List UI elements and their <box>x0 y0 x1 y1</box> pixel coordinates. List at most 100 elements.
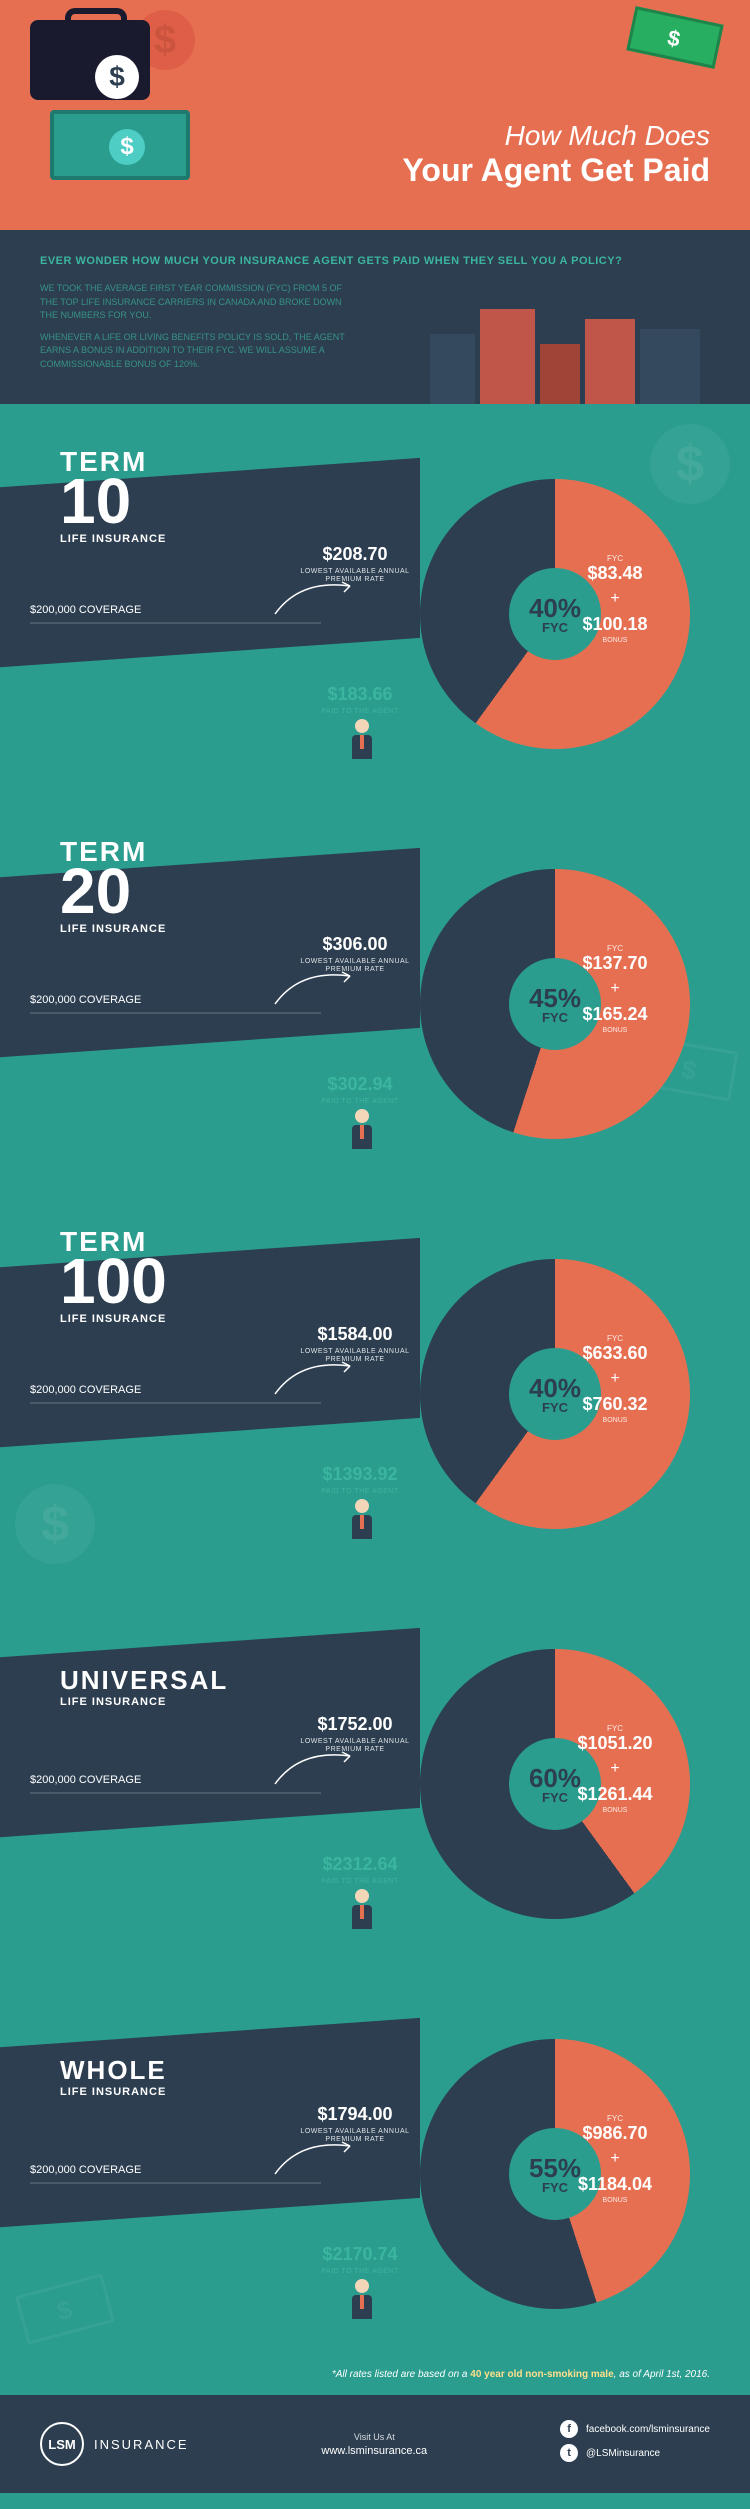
agent-icon <box>350 1889 374 1929</box>
paid-value: $183.66 <box>300 684 420 705</box>
footer-visit: Visit Us At www.lsminsurance.ca <box>321 2432 427 2457</box>
hero-banner: $ $ $ How Much Does Your Agent Get Paid <box>0 0 750 230</box>
paid-box: $2170.74 PAID TO THE AGENT <box>300 2244 420 2275</box>
fyc-bonus-box: FYC $986.70 + $1184.04 BONUS <box>565 2114 665 2204</box>
premium-label: LOWEST AVAILABLE ANNUAL PREMIUM RATE <box>290 2128 420 2145</box>
dollar-watermark-icon: $ <box>15 1484 95 1564</box>
fyc-value: $83.48 <box>565 563 665 584</box>
bill-watermark-icon <box>15 2273 115 2345</box>
footnote-suffix: , as of April 1st, 2016. <box>614 2369 710 2380</box>
plus-sign: + <box>565 590 665 608</box>
section-whole: WHOLE LIFE INSURANCE $200,000 COVERAGE 5… <box>0 1964 750 2354</box>
premium-box: $306.00 LOWEST AVAILABLE ANNUAL PREMIUM … <box>290 934 420 975</box>
coverage-label: $200,000 COVERAGE <box>30 1384 141 1396</box>
cash-stack-icon: $ <box>50 110 190 180</box>
intro-headline: EVER WONDER HOW MUCH YOUR INSURANCE AGEN… <box>40 255 710 267</box>
title-line-2: Your Agent Get Paid <box>402 152 710 189</box>
facebook-link[interactable]: f facebook.com/lsminsurance <box>560 2420 710 2438</box>
term-word: UNIVERSAL <box>60 1669 228 1692</box>
term-subtitle: LIFE INSURANCE <box>60 533 166 545</box>
intro-section: EVER WONDER HOW MUCH YOUR INSURANCE AGEN… <box>0 230 750 404</box>
dollar-circle-icon: $ <box>109 129 145 165</box>
term-title: UNIVERSAL LIFE INSURANCE <box>60 1669 228 1708</box>
agent-icon <box>350 1499 374 1539</box>
premium-value: $306.00 <box>290 934 420 955</box>
premium-value: $1752.00 <box>290 1714 420 1735</box>
bonus-value: $1261.44 <box>565 1784 665 1805</box>
fyc-label: FYC <box>565 944 665 953</box>
premium-label: LOWEST AVAILABLE ANNUAL PREMIUM RATE <box>290 568 420 585</box>
paid-box: $2312.64 PAID TO THE AGENT <box>300 1854 420 1885</box>
paid-label: PAID TO THE AGENT <box>300 1878 420 1885</box>
premium-label: LOWEST AVAILABLE ANNUAL PREMIUM RATE <box>290 958 420 975</box>
term-subtitle: LIFE INSURANCE <box>60 1696 228 1708</box>
bill-icon <box>626 6 723 69</box>
fyc-value: $986.70 <box>565 2123 665 2144</box>
fyc-label: FYC <box>565 1334 665 1343</box>
fyc-label: FYC <box>565 1724 665 1733</box>
facebook-icon: f <box>560 2420 578 2438</box>
visit-label: Visit Us At <box>321 2432 427 2442</box>
footer-socials: f facebook.com/lsminsurance t @LSMinsura… <box>560 2420 710 2468</box>
premium-box: $1752.00 LOWEST AVAILABLE ANNUAL PREMIUM… <box>290 1714 420 1755</box>
section-universal: UNIVERSAL LIFE INSURANCE $200,000 COVERA… <box>0 1574 750 1964</box>
coverage-label: $200,000 COVERAGE <box>30 1774 141 1786</box>
paid-box: $1393.92 PAID TO THE AGENT <box>300 1464 420 1495</box>
term-title: TERM 10 LIFE INSURANCE <box>60 449 166 545</box>
footnote-prefix: *All rates listed are based on a <box>332 2369 470 2380</box>
plus-sign: + <box>565 980 665 998</box>
bonus-label: BONUS <box>565 2197 665 2204</box>
term-word: WHOLE <box>60 2059 167 2082</box>
term-number: 10 <box>60 474 166 528</box>
premium-value: $1584.00 <box>290 1324 420 1345</box>
term-title: TERM 100 LIFE INSURANCE <box>60 1229 167 1325</box>
fyc-value: $633.60 <box>565 1343 665 1364</box>
visit-url[interactable]: www.lsminsurance.ca <box>321 2445 427 2457</box>
section-term10: $ TERM 10 LIFE INSURANCE $200,000 COVERA… <box>0 404 750 794</box>
term-number: 20 <box>60 864 166 918</box>
footer-logo: LSM INSURANCE <box>40 2422 189 2466</box>
term-subtitle: LIFE INSURANCE <box>60 1313 167 1325</box>
footnote-highlight: 40 year old non-smoking male <box>470 2369 613 2380</box>
paid-box: $302.94 PAID TO THE AGENT <box>300 1074 420 1105</box>
term-subtitle: LIFE INSURANCE <box>60 923 166 935</box>
footnote: *All rates listed are based on a 40 year… <box>0 2354 750 2395</box>
agent-icon <box>350 719 374 759</box>
fyc-label: FYC <box>565 554 665 563</box>
fyc-bonus-box: FYC $633.60 + $760.32 BONUS <box>565 1334 665 1424</box>
logo-badge: LSM <box>40 2422 84 2466</box>
twitter-text: @LSMinsurance <box>586 2448 660 2459</box>
fyc-value: $1051.20 <box>565 1733 665 1754</box>
city-skyline-icon <box>430 304 710 404</box>
premium-value: $1794.00 <box>290 2104 420 2125</box>
premium-label: LOWEST AVAILABLE ANNUAL PREMIUM RATE <box>290 1348 420 1365</box>
coverage-label: $200,000 COVERAGE <box>30 994 141 1006</box>
section-term20: TERM 20 LIFE INSURANCE $200,000 COVERAGE… <box>0 794 750 1184</box>
term-subtitle: LIFE INSURANCE <box>60 2086 167 2098</box>
plus-sign: + <box>565 2150 665 2168</box>
coin-white-icon: $ <box>95 55 139 99</box>
fyc-bonus-box: FYC $137.70 + $165.24 BONUS <box>565 944 665 1034</box>
paid-value: $1393.92 <box>300 1464 420 1485</box>
coverage-label: $200,000 COVERAGE <box>30 2164 141 2176</box>
paid-box: $183.66 PAID TO THE AGENT <box>300 684 420 715</box>
section-term100: $ TERM 100 LIFE INSURANCE $200,000 COVER… <box>0 1184 750 1574</box>
paid-label: PAID TO THE AGENT <box>300 1488 420 1495</box>
premium-value: $208.70 <box>290 544 420 565</box>
title-line-1: How Much Does <box>402 120 710 152</box>
bonus-label: BONUS <box>565 637 665 644</box>
premium-label: LOWEST AVAILABLE ANNUAL PREMIUM RATE <box>290 1738 420 1755</box>
bonus-label: BONUS <box>565 1807 665 1814</box>
paid-value: $302.94 <box>300 1074 420 1095</box>
paid-value: $2312.64 <box>300 1854 420 1875</box>
twitter-link[interactable]: t @LSMinsurance <box>560 2444 710 2462</box>
bonus-value: $100.18 <box>565 614 665 635</box>
logo-text: INSURANCE <box>94 2437 189 2452</box>
bonus-label: BONUS <box>565 1027 665 1034</box>
intro-body: WE TOOK THE AVERAGE FIRST YEAR COMMISSIO… <box>40 282 360 371</box>
bonus-value: $1184.04 <box>565 2174 665 2195</box>
intro-p2: WHENEVER A LIFE OR LIVING BENEFITS POLIC… <box>40 331 360 372</box>
agent-icon <box>350 1109 374 1149</box>
plus-sign: + <box>565 1760 665 1778</box>
paid-value: $2170.74 <box>300 2244 420 2265</box>
